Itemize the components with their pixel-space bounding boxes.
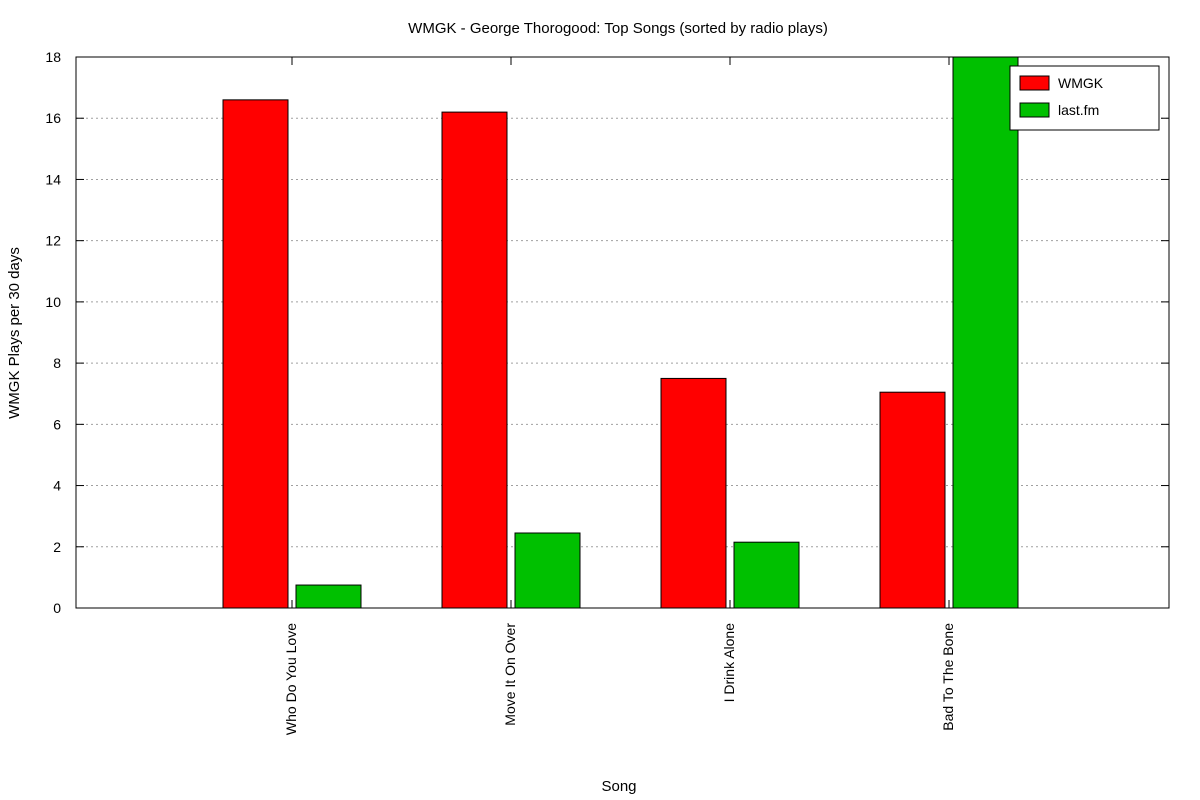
legend-swatch-wmgk: [1019, 75, 1050, 91]
legend-label-wmgk: WMGK: [1058, 75, 1104, 91]
legend-label-lastfm: last.fm: [1058, 102, 1099, 118]
bars: [222, 56, 1019, 609]
x-tick-label: Bad To The Bone: [940, 623, 956, 731]
x-tick-label: Who Do You Love: [283, 623, 299, 735]
y-tick-label: 6: [53, 416, 61, 432]
y-tick-label: 14: [45, 171, 61, 187]
bar-wmgk: [441, 111, 508, 609]
chart-title: WMGK - George Thorogood: Top Songs (sort…: [408, 20, 828, 37]
legend: WMGK last.fm: [1009, 65, 1160, 131]
legend-swatch-lastfm: [1019, 102, 1050, 118]
x-axis-title: Song: [601, 778, 636, 795]
bar-wmgk: [222, 99, 289, 609]
x-axis: Who Do You Love Move It On Over I Drink Al…: [283, 57, 956, 735]
bar-lastfm: [514, 532, 581, 609]
x-tick-label: I Drink Alone: [721, 623, 737, 703]
bar-lastfm: [733, 541, 800, 609]
plot-frame: [75, 56, 1170, 609]
bar-wmgk: [660, 377, 727, 609]
y-axis-title: WMGK Plays per 30 days: [6, 247, 23, 419]
y-tick-label: 16: [45, 110, 61, 126]
x-tick-label: Move It On Over: [502, 623, 518, 726]
y-tick-label: 2: [53, 539, 61, 555]
y-tick-label: 4: [53, 478, 61, 494]
y-tick-label: 12: [45, 233, 61, 249]
y-tick-label: 10: [45, 294, 61, 310]
bar-lastfm: [952, 56, 1019, 609]
y-axis: 0 2 4 6 8 10 12 14 16 18: [45, 49, 1169, 616]
bar-wmgk: [879, 391, 946, 609]
y-tick-label: 18: [45, 49, 61, 65]
bar-lastfm: [295, 584, 362, 609]
y-tick-label: 8: [53, 355, 61, 371]
y-tick-label: 0: [53, 600, 61, 616]
